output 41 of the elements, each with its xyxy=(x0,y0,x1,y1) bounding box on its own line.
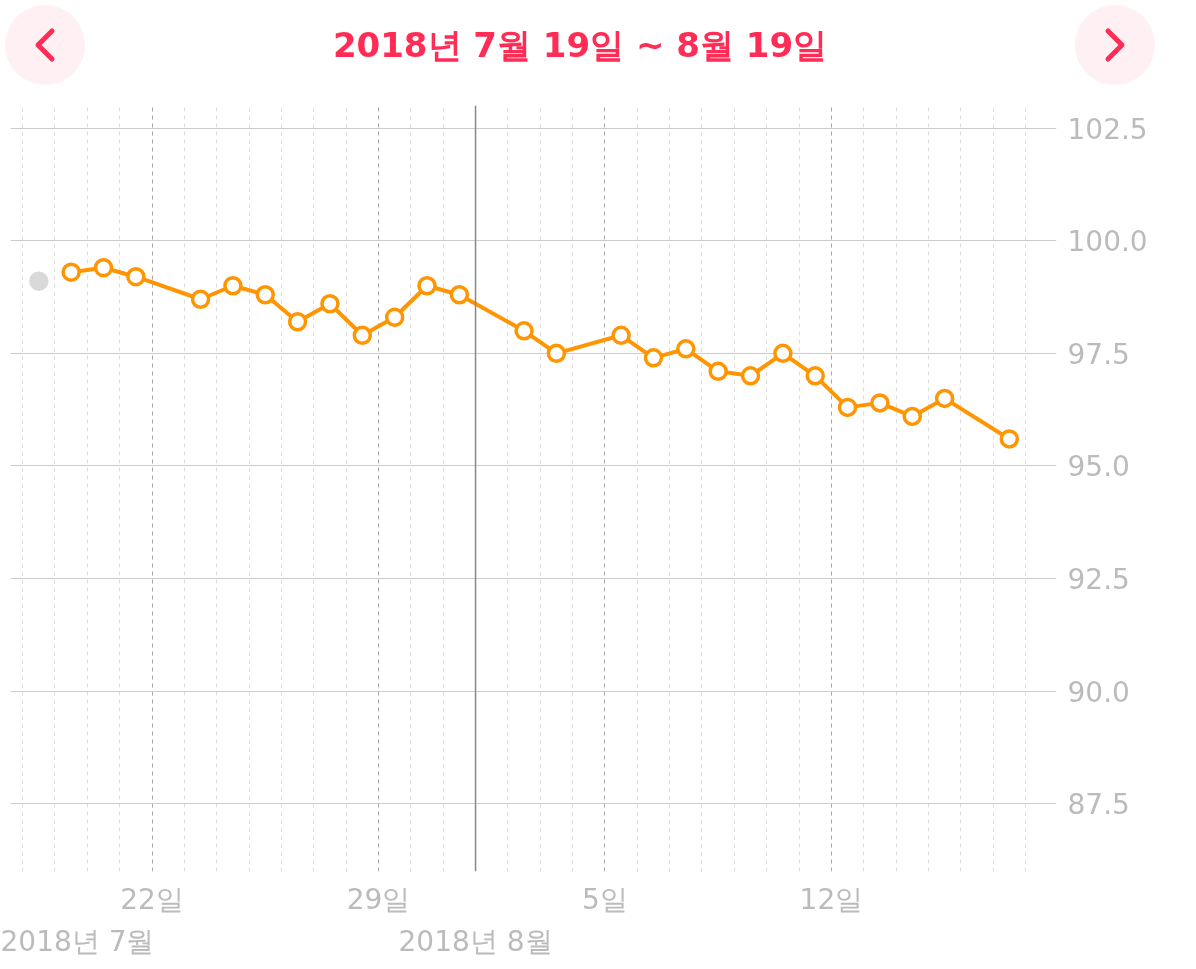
point xyxy=(190,289,211,309)
y-tick-label: 102.5 xyxy=(1067,112,1148,146)
y-tick-label: 100.0 xyxy=(1067,225,1148,259)
point xyxy=(870,393,890,413)
point xyxy=(449,285,470,305)
point xyxy=(805,366,825,386)
point xyxy=(93,257,114,278)
point xyxy=(546,343,567,364)
y-tick-label: 92.5 xyxy=(1067,563,1130,597)
point xyxy=(29,271,49,291)
point xyxy=(255,285,276,305)
y-tick-label: 90.0 xyxy=(1067,675,1130,709)
point xyxy=(352,325,373,346)
point xyxy=(773,343,793,364)
point xyxy=(999,429,1020,449)
point xyxy=(676,339,696,359)
point xyxy=(740,366,761,386)
point xyxy=(126,266,146,287)
x-tick-label: 5일 xyxy=(582,882,628,916)
point xyxy=(417,276,437,296)
point xyxy=(902,406,923,427)
chart-title: 2018년 7월 19일 ~ 8월 19일 xyxy=(332,23,828,67)
point xyxy=(611,325,631,346)
point xyxy=(934,388,955,409)
x-tick-label: 22일 xyxy=(120,882,184,916)
x-tick-label: 29일 xyxy=(346,882,411,916)
point xyxy=(223,276,243,296)
y-tick-label: 95.0 xyxy=(1067,450,1130,484)
y-tick-label: 87.5 xyxy=(1067,788,1130,822)
text: 2018년 7월 xyxy=(0,924,155,958)
ref-line-label: 2018년 8월 xyxy=(398,924,553,958)
y-tick-label: 97.5 xyxy=(1067,337,1130,371)
x-tick-label: 12일 xyxy=(799,882,864,916)
point xyxy=(320,294,340,314)
point xyxy=(643,348,664,368)
point xyxy=(708,361,728,382)
point xyxy=(514,321,534,341)
point xyxy=(384,307,405,328)
point xyxy=(837,397,858,418)
point xyxy=(61,262,81,282)
point xyxy=(287,312,308,332)
